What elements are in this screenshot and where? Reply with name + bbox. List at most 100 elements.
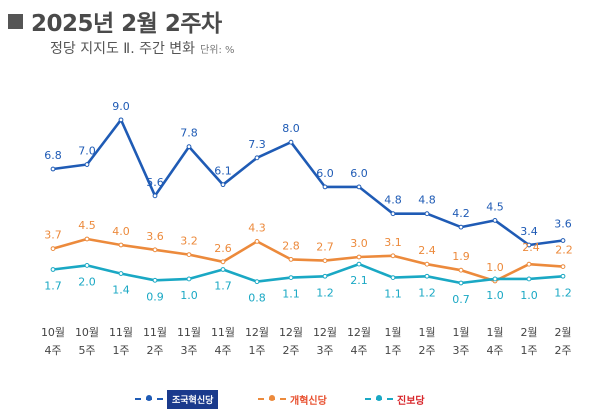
x-tick-month-5: 11월 <box>177 326 201 339</box>
x-tick-month-8: 12월 <box>279 326 303 339</box>
data-point-s2-3 <box>118 242 124 248</box>
legend-label-1: 조국혁신당 <box>167 389 219 409</box>
data-label-s1-4: 5.6 <box>146 176 164 189</box>
data-label-s1-3: 9.0 <box>112 100 130 113</box>
data-point-s1-5 <box>186 144 192 150</box>
data-label-s1-11: 4.8 <box>384 194 402 207</box>
data-label-s1-13: 4.2 <box>452 207 470 220</box>
x-tick-month-9: 12월 <box>313 326 337 339</box>
data-point-s1-12 <box>424 211 430 217</box>
data-label-s2-6: 2.6 <box>214 242 232 255</box>
data-point-s2-5 <box>186 252 192 258</box>
data-point-s3-13 <box>458 280 464 286</box>
data-label-s3-4: 0.9 <box>146 290 164 303</box>
x-tick-week-1: 4주 <box>44 344 61 357</box>
x-tick-week-6: 4주 <box>214 344 231 357</box>
legend-item-1: 조국혁신당 <box>135 388 219 410</box>
data-point-s2-8 <box>288 257 294 262</box>
data-label-s2-12: 2.4 <box>418 244 436 257</box>
x-tick-week-8: 2주 <box>282 344 299 357</box>
x-tick-week-7: 1주 <box>248 344 265 357</box>
data-label-s2-1: 3.7 <box>44 229 62 242</box>
subtitle-row: 정당 지지도 Ⅱ. 주간 변화 단위: % <box>50 38 235 58</box>
data-point-s1-10 <box>356 184 362 190</box>
data-label-s1-15: 3.4 <box>520 225 538 238</box>
x-tick-week-3: 1주 <box>112 344 129 357</box>
data-label-s3-11: 1.1 <box>384 288 402 301</box>
x-tick-week-4: 2주 <box>146 344 163 357</box>
data-point-s2-11 <box>390 253 396 259</box>
x-tick-week-11: 1주 <box>384 344 401 357</box>
data-point-s3-6 <box>220 267 226 272</box>
x-tick-week-16: 2주 <box>554 344 571 357</box>
data-label-s1-12: 4.8 <box>418 194 436 207</box>
legend-item-2: 개혁신당 <box>258 388 327 410</box>
x-tick-month-2: 10월 <box>75 326 99 339</box>
legend-line-2 <box>258 395 286 401</box>
x-tick-week-5: 3주 <box>180 344 197 357</box>
data-label-s2-11: 3.1 <box>384 236 402 249</box>
x-tick-month-16: 2월 <box>554 326 571 339</box>
unit-label: 단위: % <box>200 45 235 56</box>
data-point-s1-2 <box>84 162 90 167</box>
series-line-2 <box>52 237 564 283</box>
x-tick-week-13: 3주 <box>452 344 469 357</box>
legend-dot-1 <box>146 395 152 401</box>
data-label-s1-5: 7.8 <box>180 127 198 140</box>
x-tick-month-13: 1월 <box>452 326 469 339</box>
series-line-1 <box>52 118 564 247</box>
legend-line-1 <box>135 395 163 401</box>
x-tick-month-12: 1월 <box>418 326 435 339</box>
data-label-s1-2: 7.0 <box>78 145 96 158</box>
x-tick-month-4: 11월 <box>143 326 167 339</box>
data-point-s3-16 <box>560 273 566 279</box>
data-label-s2-5: 3.2 <box>180 235 198 248</box>
data-label-s3-2: 2.0 <box>78 275 96 288</box>
data-label-s2-7: 4.3 <box>248 221 266 234</box>
data-point-s1-11 <box>390 211 396 217</box>
legend-line-3 <box>365 395 393 401</box>
data-label-s3-8: 1.1 <box>282 288 300 301</box>
legend-label-2: 개혁신당 <box>290 395 327 407</box>
page-title: 2025년 2월 2주차 <box>31 11 222 37</box>
data-label-s2-3: 4.0 <box>112 225 130 238</box>
data-label-s3-12: 1.2 <box>418 286 436 299</box>
data-label-s3-3: 1.4 <box>112 284 130 297</box>
data-point-s2-12 <box>424 261 430 267</box>
data-point-s2-9 <box>322 258 328 264</box>
x-tick-month-6: 11월 <box>211 326 235 339</box>
x-tick-month-11: 1월 <box>384 326 401 339</box>
data-label-s2-9: 2.7 <box>316 241 334 254</box>
data-point-s3-5 <box>186 276 192 282</box>
x-tick-week-14: 4주 <box>486 344 503 357</box>
legend-label-3: 진보당 <box>397 395 425 407</box>
x-tick-month-14: 1월 <box>486 326 503 339</box>
data-point-s3-12 <box>424 273 430 279</box>
data-label-s1-16: 3.6 <box>554 218 572 231</box>
data-label-s1-7: 7.3 <box>248 138 266 151</box>
data-point-s3-11 <box>390 275 396 281</box>
data-label-s1-6: 6.1 <box>214 165 232 178</box>
x-tick-week-2: 5주 <box>78 344 95 357</box>
title-square-icon <box>8 13 23 29</box>
line-chart: 6.8 7.0 9.0 5.6 7.8 6.1 7.3 8.0 6.0 6.0 4.8 4.8 4.2 4… <box>41 100 573 357</box>
legend: 조국혁신당 개혁신당 진보당 <box>0 388 600 410</box>
data-label-s3-14: 1.0 <box>486 289 504 302</box>
data-point-s1-16 <box>560 238 566 243</box>
data-point-s3-1 <box>50 267 56 272</box>
data-point-s1-14 <box>492 218 498 223</box>
data-label-s2-10: 3.0 <box>350 237 368 250</box>
x-tick-month-10: 12월 <box>347 326 371 339</box>
data-point-s2-6 <box>220 259 226 265</box>
data-label-s3-9: 1.2 <box>316 286 334 299</box>
x-tick-month-15: 2월 <box>520 326 537 339</box>
data-label-s1-10: 6.0 <box>350 167 368 180</box>
data-point-s3-15 <box>526 276 532 282</box>
data-point-s1-3 <box>118 117 124 123</box>
data-point-s1-8 <box>288 139 294 145</box>
data-label-s2-4: 3.6 <box>146 230 164 243</box>
chart-subtitle: 정당 지지도 Ⅱ. 주간 변화 <box>50 41 196 57</box>
data-label-s3-10: 2.1 <box>350 274 368 287</box>
data-point-s3-3 <box>118 271 124 276</box>
data-point-s1-6 <box>220 182 226 188</box>
